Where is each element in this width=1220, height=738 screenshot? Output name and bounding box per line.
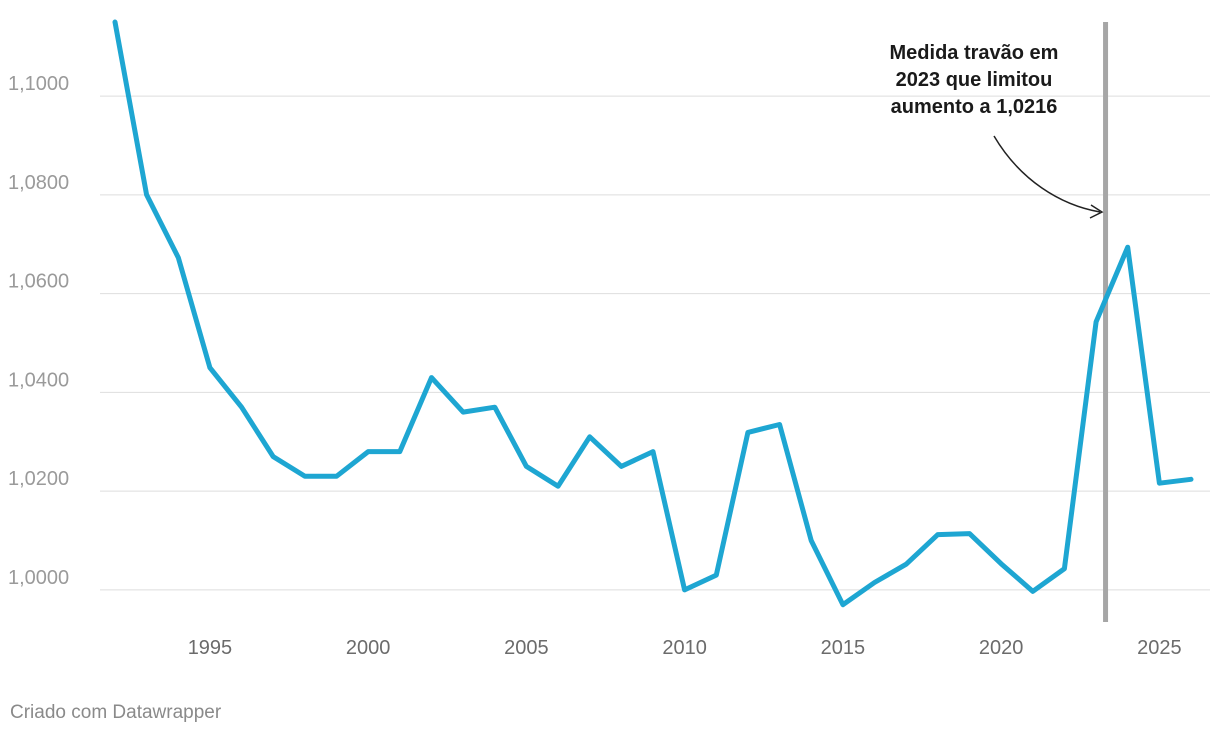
y-tick-label: 1,0400 bbox=[8, 369, 69, 391]
annotation-line-1: Medida travão em bbox=[890, 42, 1059, 64]
x-tick-label: 2010 bbox=[662, 637, 707, 659]
series-line bbox=[112, 19, 1194, 608]
annotation-arrowhead bbox=[1089, 204, 1104, 219]
y-tick-label: 1,0800 bbox=[8, 172, 69, 194]
x-tick-label: 2025 bbox=[1137, 637, 1182, 659]
x-tick-label: 1995 bbox=[188, 637, 233, 659]
annotation-line-3: aumento a 1,0216 bbox=[891, 96, 1058, 118]
series-layer bbox=[112, 19, 1194, 608]
y-tick-label: 1,0000 bbox=[8, 567, 69, 589]
annotation-arrow bbox=[993, 135, 1101, 213]
y-axis-ticks: 1,0000 1,0200 1,0400 1,0600 1,0800 1,1000 bbox=[8, 73, 69, 589]
x-axis-ticks: 1995 2000 2005 2010 2015 2020 2025 bbox=[188, 637, 1182, 659]
y-tick-label: 1,0600 bbox=[8, 271, 69, 293]
x-tick-label: 2020 bbox=[979, 637, 1024, 659]
x-tick-label: 2015 bbox=[821, 637, 866, 659]
y-tick-label: 1,1000 bbox=[8, 73, 69, 95]
footer-credit: Criado com Datawrapper bbox=[10, 702, 222, 723]
gridlines bbox=[100, 95, 1210, 591]
annotation-line-2: 2023 que limitou bbox=[896, 69, 1053, 91]
annotation: Medida travão em 2023 que limitou aument… bbox=[890, 42, 1104, 219]
x-tick-label: 2000 bbox=[346, 637, 391, 659]
line-chart: 1,0000 1,0200 1,0400 1,0600 1,0800 1,1000 199… bbox=[8, 19, 1210, 659]
x-tick-label: 2005 bbox=[504, 637, 549, 659]
y-tick-label: 1,0200 bbox=[8, 468, 69, 490]
